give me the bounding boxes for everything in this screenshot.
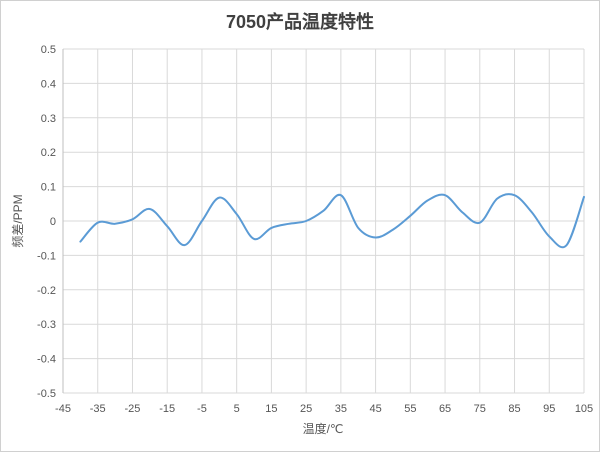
series-line xyxy=(79,193,585,249)
gridlines xyxy=(63,48,585,394)
x-tick-label: 45 xyxy=(369,403,381,415)
tick-labels: -45 -35 -25 -15 -5 5 15 25 35 45 55 65 75 85 95 105 0.5 0… xyxy=(37,44,593,415)
y-tick-label: 0 xyxy=(50,216,56,228)
y-tick-label: -0.1 xyxy=(37,250,56,262)
y-tick-label: 0.2 xyxy=(41,147,56,159)
y-tick-label: -0.2 xyxy=(37,285,56,297)
x-tick-label: 105 xyxy=(575,403,593,415)
x-tick-label: 55 xyxy=(404,403,416,415)
x-tick-label: -5 xyxy=(197,403,207,415)
y-tick-label: -0.4 xyxy=(37,354,56,366)
series xyxy=(79,193,585,249)
x-tick-label: 15 xyxy=(265,403,277,415)
x-tick-label: -45 xyxy=(55,403,71,415)
y-axis-title: 频差/PPM xyxy=(11,194,25,247)
x-tick-label: 35 xyxy=(335,403,347,415)
y-tick-label: 0.3 xyxy=(41,113,56,125)
x-tick-label: 25 xyxy=(300,403,312,415)
x-tick-label: 65 xyxy=(439,403,451,415)
x-tick-label: -25 xyxy=(125,403,141,415)
x-tick-label: 5 xyxy=(234,403,240,415)
x-tick-label: 85 xyxy=(508,403,520,415)
chart-title: 7050产品温度特性 xyxy=(225,12,375,32)
x-tick-label: -35 xyxy=(90,403,106,415)
y-tick-label: 0.4 xyxy=(41,78,56,90)
y-tick-label: -0.3 xyxy=(37,319,56,331)
x-tick-label: 95 xyxy=(543,403,555,415)
y-tick-label: 0.1 xyxy=(41,182,56,194)
x-tick-label: 75 xyxy=(474,403,486,415)
y-tick-label: 0.5 xyxy=(41,44,56,56)
x-axis-title: 温度/℃ xyxy=(303,421,344,436)
x-tick-label: -15 xyxy=(159,403,175,415)
y-tick-label: -0.5 xyxy=(37,388,56,400)
